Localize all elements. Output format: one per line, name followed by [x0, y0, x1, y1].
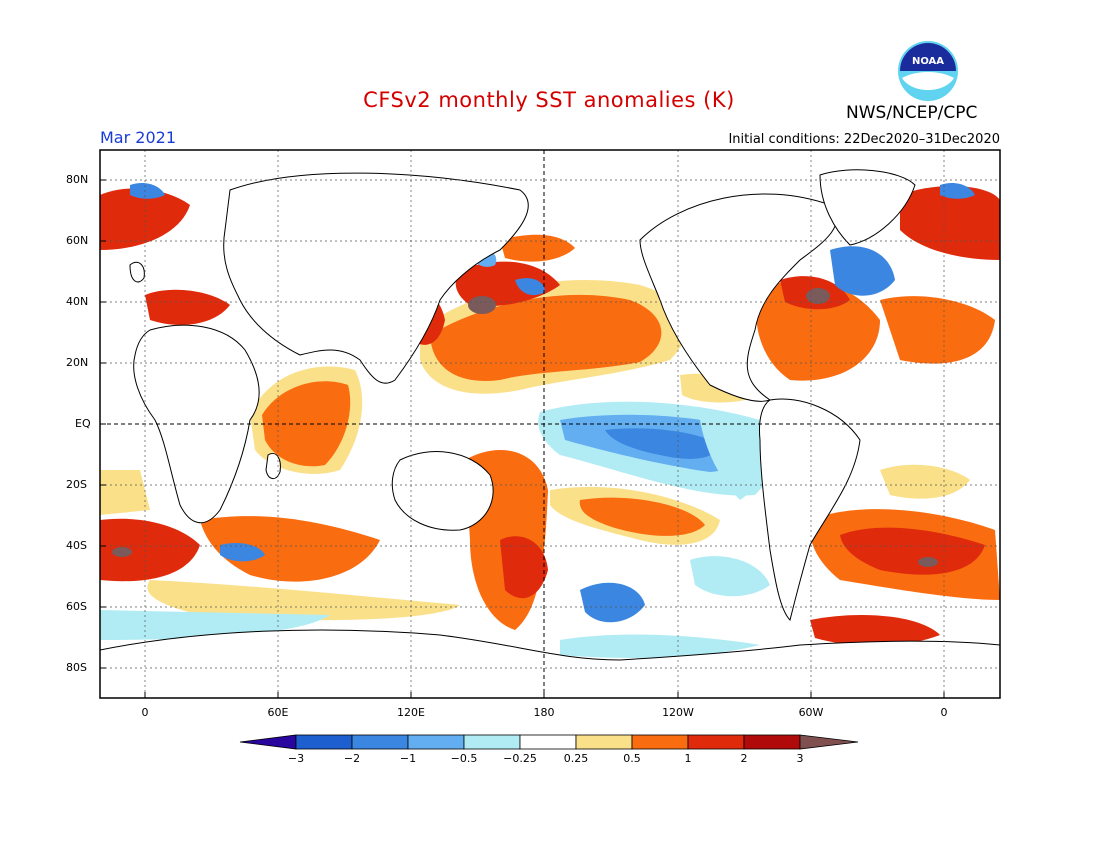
anomaly-region	[918, 557, 938, 567]
anomaly-region	[220, 543, 265, 562]
colorbar-label: 2	[740, 752, 748, 765]
colorbar	[239, 734, 859, 750]
colorbar-segment	[575, 734, 633, 750]
anomaly-region	[880, 296, 995, 364]
anomaly-region	[430, 294, 662, 381]
lat-label: 20N	[66, 356, 89, 369]
anomaly-field	[100, 183, 1000, 658]
anomaly-region	[580, 582, 645, 623]
colorbar-segment	[743, 734, 801, 750]
lat-label: 60S	[66, 600, 87, 613]
colorbar-label: 0.25	[563, 752, 589, 765]
anomaly-region	[500, 536, 548, 599]
colorbar-label: −2	[343, 752, 361, 765]
colorbar-label: −0.25	[503, 752, 537, 765]
lon-label: 60E	[267, 706, 289, 719]
colorbar-segment	[519, 734, 577, 750]
anomaly-region	[500, 234, 575, 262]
lon-label: 60W	[798, 706, 824, 719]
anomaly-region	[147, 580, 460, 621]
lon-label: 120W	[662, 706, 694, 719]
anomaly-region	[806, 288, 830, 304]
anomaly-region	[579, 497, 705, 536]
lat-label: EQ	[75, 417, 91, 430]
anomaly-region	[100, 188, 190, 250]
anomaly-region	[100, 610, 330, 640]
forecast-month: Mar 2021	[100, 128, 176, 147]
reference-lines	[100, 150, 1000, 698]
lon-label: 0	[940, 706, 948, 719]
lon-label: 180	[533, 706, 555, 719]
colorbar-label: 3	[796, 752, 804, 765]
logo-upper	[900, 43, 956, 71]
chart-title: CFSv2 monthly SST anomalies (K)	[363, 88, 735, 112]
continent-australia	[391, 451, 494, 531]
anomaly-region	[468, 296, 496, 314]
lon-label: 120E	[397, 706, 425, 719]
colorbar-label: 1	[684, 752, 692, 765]
anomaly-region	[515, 278, 545, 296]
lon-label: 0	[141, 706, 149, 719]
anomaly-region	[690, 556, 770, 597]
lat-label: 40S	[66, 539, 87, 552]
anomaly-region	[605, 428, 720, 459]
anomaly-region	[840, 527, 985, 575]
colorbar-label: 0.5	[623, 752, 641, 765]
graticule	[100, 150, 1000, 698]
colorbar-label: −1	[399, 752, 417, 765]
anomaly-region	[900, 185, 1000, 260]
colorbar-max-arrow	[799, 734, 859, 750]
anomaly-region	[756, 280, 880, 381]
colorbar-label: −0.5	[450, 752, 478, 765]
initial-conditions: Initial conditions: 22Dec2020–31Dec2020	[728, 132, 1000, 147]
noaa-logo: NOAA	[898, 41, 958, 101]
anomaly-region	[880, 464, 970, 499]
colorbar-min-arrow	[239, 734, 297, 750]
anomaly-region	[700, 418, 775, 500]
anomaly-region	[810, 615, 940, 646]
colorbar-segment	[295, 734, 353, 750]
logo-gull	[902, 72, 954, 90]
colorbar-segment	[687, 734, 745, 750]
continent-north-america	[639, 193, 837, 402]
continent-antarctica	[100, 629, 1000, 698]
anomaly-region	[100, 518, 200, 582]
anomaly-region	[830, 246, 895, 296]
anomaly-region	[145, 289, 230, 325]
anomaly-region	[560, 634, 760, 658]
colorbar-segment	[631, 734, 689, 750]
colorbar-segment	[351, 734, 409, 750]
lat-label: 80S	[66, 661, 87, 674]
coastlines	[100, 169, 1000, 698]
axis-ticks	[100, 179, 945, 698]
colorbar-segment	[463, 734, 521, 750]
anomaly-region	[940, 183, 975, 199]
continent-africa	[133, 324, 260, 523]
island-uk	[129, 261, 145, 283]
anomaly-region	[200, 516, 380, 582]
colorbar-label: −3	[287, 752, 305, 765]
lat-label: 60N	[66, 234, 89, 247]
lat-label: 40N	[66, 295, 89, 308]
continent-greenland	[819, 169, 916, 246]
continent-eurasia	[223, 172, 529, 384]
lat-label: 20S	[66, 478, 87, 491]
logo-text: NOAA	[912, 56, 944, 67]
anomaly-region	[455, 261, 560, 307]
colorbar-segment	[407, 734, 465, 750]
anomaly-region	[100, 470, 150, 515]
agency-label: NWS/NCEP/CPC	[846, 103, 978, 123]
continent-south-america	[759, 398, 861, 621]
anomaly-region	[112, 547, 132, 557]
lat-label: 80N	[66, 173, 89, 186]
island-madagascar	[265, 453, 281, 479]
anomaly-region	[130, 183, 165, 199]
